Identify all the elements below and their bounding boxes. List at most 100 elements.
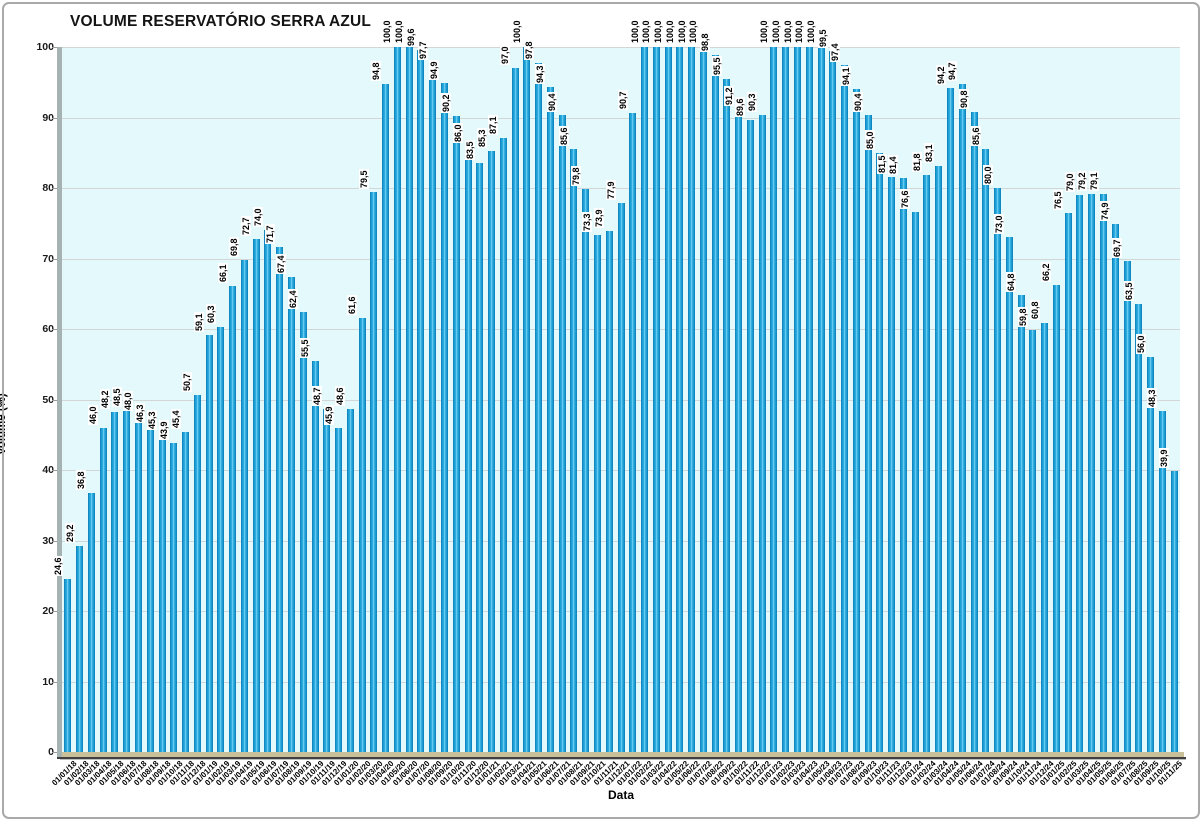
bar bbox=[876, 152, 884, 752]
bar bbox=[1135, 304, 1143, 752]
bar-value-label: 73,0 bbox=[994, 214, 1005, 235]
y-axis-tick-mark bbox=[52, 611, 57, 612]
bar bbox=[546, 87, 554, 752]
bar bbox=[829, 50, 837, 752]
bar-value-label: 100,0 bbox=[782, 19, 793, 44]
bar-value-label: 63,5 bbox=[1123, 281, 1134, 302]
bar-value-label: 45,9 bbox=[323, 405, 334, 426]
bar-value-label: 100,0 bbox=[758, 19, 769, 44]
bar-value-label: 73,3 bbox=[582, 212, 593, 233]
bar bbox=[1170, 470, 1178, 752]
bar-value-label: 76,5 bbox=[1053, 190, 1064, 210]
bar-value-label: 61,6 bbox=[347, 295, 358, 315]
bar bbox=[723, 78, 731, 752]
bar-value-label: 76,6 bbox=[900, 189, 911, 209]
bar-value-label: 79,2 bbox=[1076, 171, 1087, 191]
y-axis-tick-mark bbox=[52, 399, 57, 401]
bar-value-label: 90,4 bbox=[547, 92, 558, 112]
bar-value-label: 90,4 bbox=[853, 92, 864, 112]
bar-value-label: 48,5 bbox=[111, 387, 122, 408]
bar-value-label: 29,2 bbox=[64, 523, 75, 544]
bar-value-label: 97,8 bbox=[523, 39, 534, 60]
bar-value-label: 97,7 bbox=[417, 40, 428, 61]
bar-value-label: 74,9 bbox=[1100, 201, 1111, 221]
y-axis-tick-label: 100 bbox=[36, 41, 54, 53]
bar bbox=[346, 409, 354, 752]
bar-value-label: 100,0 bbox=[641, 19, 652, 44]
bar bbox=[794, 47, 802, 752]
bar bbox=[205, 335, 213, 752]
bar-value-label: 81,4 bbox=[888, 155, 899, 176]
y-axis-tick-mark bbox=[52, 752, 57, 753]
bar-value-label: 99,5 bbox=[817, 27, 828, 48]
bar bbox=[111, 412, 119, 752]
bar-value-label: 48,2 bbox=[99, 389, 110, 410]
bar bbox=[735, 109, 743, 752]
bar-value-label: 94,9 bbox=[429, 60, 440, 80]
bar bbox=[405, 47, 413, 752]
bar-value-label: 69,8 bbox=[229, 237, 240, 257]
bar bbox=[523, 47, 531, 752]
bar-value-label: 45,4 bbox=[170, 409, 181, 429]
bar bbox=[1111, 223, 1119, 752]
bar-value-label: 85,0 bbox=[864, 130, 875, 150]
bar bbox=[688, 47, 696, 752]
bar-value-label: 46,0 bbox=[88, 405, 99, 425]
bar-value-label: 39,9 bbox=[1159, 448, 1170, 468]
bar-value-label: 59,1 bbox=[194, 312, 205, 333]
bar bbox=[676, 47, 684, 752]
bar bbox=[864, 114, 872, 752]
bar bbox=[499, 137, 507, 752]
bar bbox=[464, 145, 472, 752]
bar-value-label: 85,6 bbox=[970, 125, 981, 146]
y-axis-tick-label: 30 bbox=[42, 534, 54, 547]
y-axis-tick-mark bbox=[52, 681, 57, 683]
bar bbox=[1017, 295, 1025, 752]
bar-value-label: 83,5 bbox=[464, 140, 475, 161]
bar bbox=[299, 312, 307, 752]
bar bbox=[452, 116, 460, 752]
bar bbox=[664, 47, 672, 752]
bar bbox=[817, 47, 825, 752]
bar-value-label: 79,1 bbox=[1088, 171, 1099, 192]
bar bbox=[1029, 330, 1037, 752]
bar bbox=[146, 425, 154, 752]
bar-value-label: 45,3 bbox=[147, 410, 158, 430]
bar bbox=[440, 82, 448, 752]
bar-value-label: 79,5 bbox=[358, 168, 369, 189]
bar bbox=[535, 62, 543, 752]
bar-value-label: 83,1 bbox=[923, 143, 934, 164]
y-axis-tick-label: 10 bbox=[42, 675, 54, 688]
bar-value-label: 85,3 bbox=[476, 128, 487, 148]
chart-title: VOLUME RESERVATÓRIO SERRA AZUL bbox=[70, 13, 372, 30]
bar-value-label: 81,5 bbox=[876, 154, 887, 175]
bar bbox=[770, 47, 778, 752]
bar-value-label: 80,0 bbox=[982, 165, 993, 185]
bar bbox=[287, 276, 295, 752]
bar-value-label: 69,7 bbox=[1112, 238, 1123, 258]
bar bbox=[758, 115, 766, 752]
bar-value-label: 43,9 bbox=[158, 419, 169, 440]
y-axis-tick-mark bbox=[52, 47, 57, 48]
bar-value-label: 64,8 bbox=[1006, 272, 1017, 293]
bar bbox=[641, 47, 649, 752]
plot-wall-left bbox=[57, 47, 62, 757]
bar bbox=[617, 202, 625, 752]
y-axis-tick-mark bbox=[52, 540, 57, 542]
bar bbox=[252, 239, 260, 752]
y-axis-tick-mark bbox=[52, 188, 57, 189]
bar-value-label: 85,6 bbox=[558, 125, 569, 146]
y-axis-tick-label: 0 bbox=[18, 746, 54, 758]
bar bbox=[994, 188, 1002, 752]
bar-value-label: 100,0 bbox=[653, 19, 664, 44]
bar bbox=[87, 492, 95, 752]
bar bbox=[593, 235, 601, 752]
y-axis-tick-mark bbox=[52, 258, 57, 260]
bar bbox=[711, 55, 719, 752]
bar-value-label: 90,2 bbox=[441, 93, 452, 114]
bar bbox=[558, 114, 566, 752]
bar-value-label: 90,7 bbox=[617, 90, 628, 110]
y-axis-tick-label: 70 bbox=[42, 252, 54, 265]
bar bbox=[240, 259, 248, 752]
bar bbox=[264, 230, 272, 752]
